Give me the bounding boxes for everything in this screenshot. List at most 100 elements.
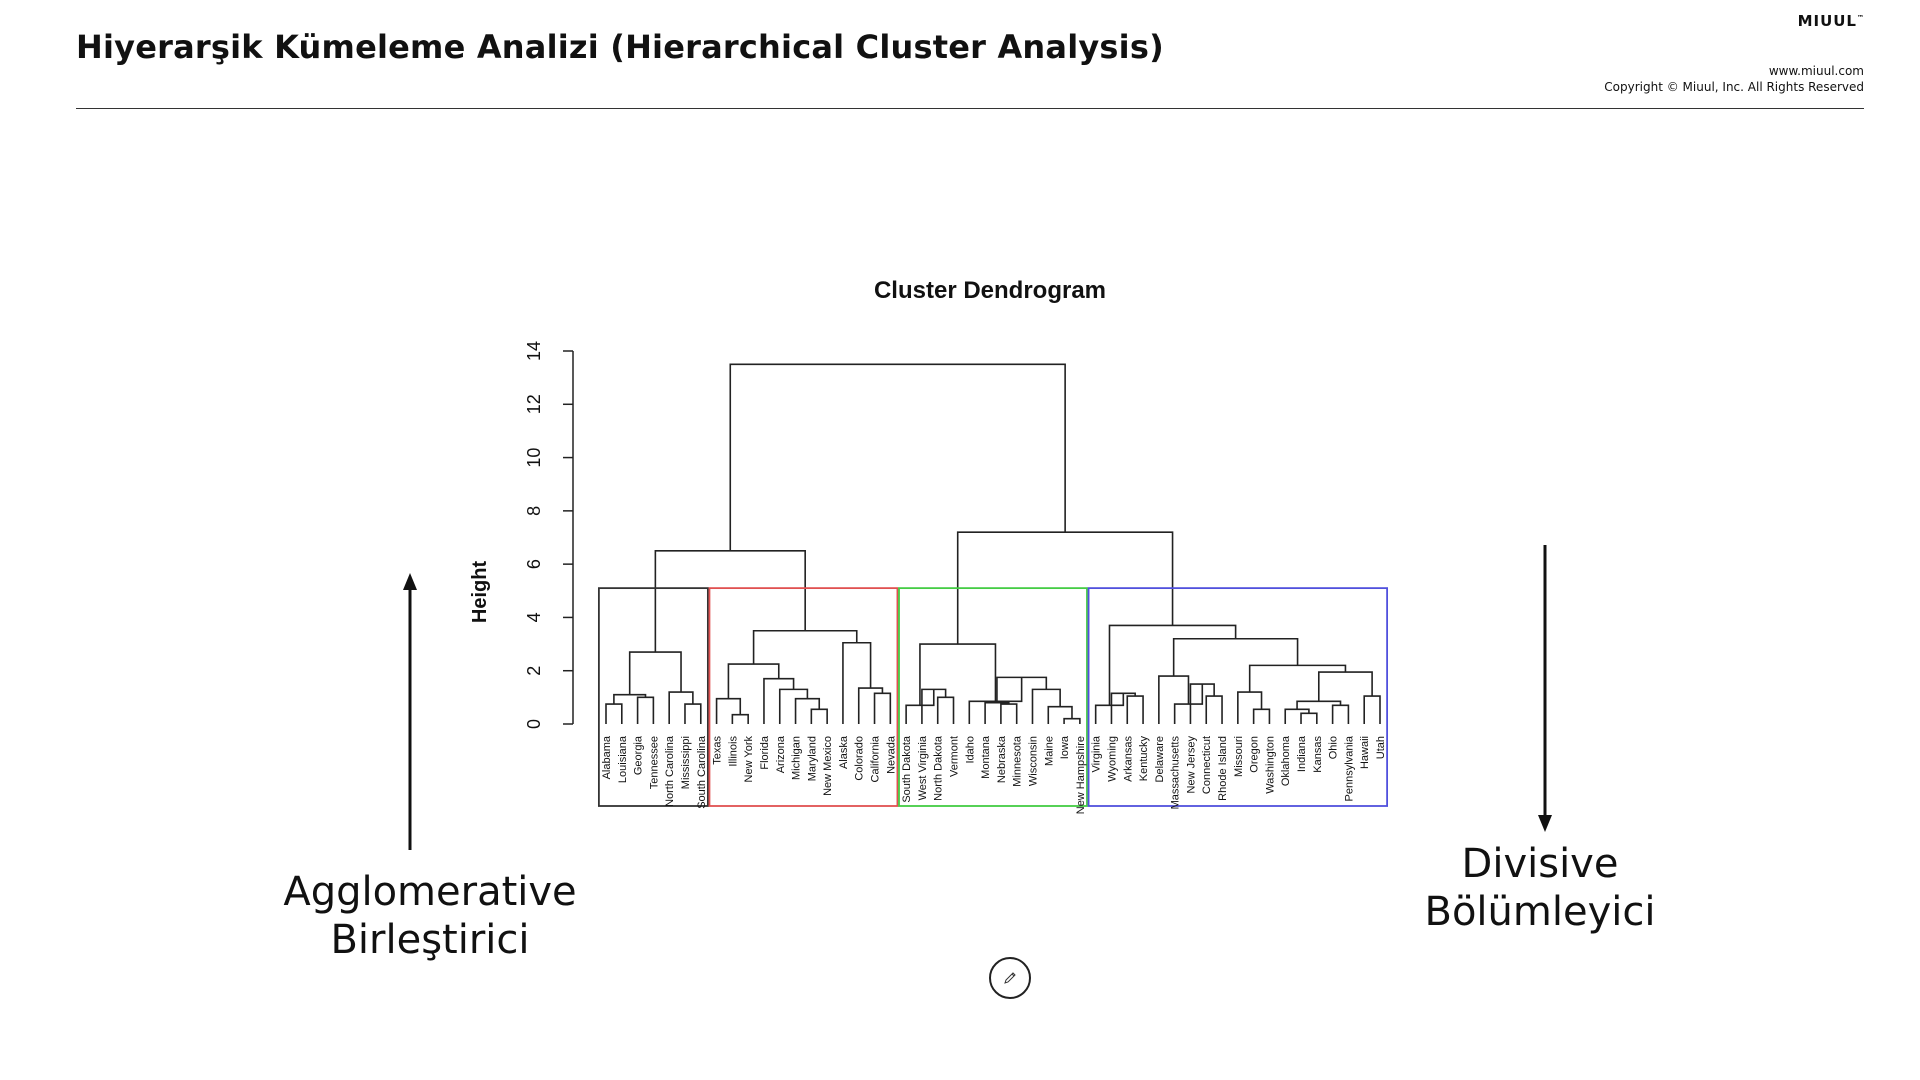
- agglomerative-arrow: [403, 573, 417, 850]
- dendrogram-merge: [1158, 675, 1190, 724]
- dendrogram-merge: [1252, 708, 1271, 724]
- leaf-label: Arkansas: [1122, 736, 1134, 782]
- leaf-label: Vermont: [949, 736, 961, 777]
- leaf-label: South Dakota: [901, 735, 913, 803]
- leaf-label: Connecticut: [1201, 736, 1213, 794]
- pen-icon: [1004, 972, 1016, 984]
- leaf-label: Missouri: [1233, 736, 1245, 777]
- dendrogram-merge: [729, 363, 1066, 551]
- dendrogram-merge: [1296, 700, 1342, 710]
- leaf-label: Alaska: [838, 735, 850, 769]
- dendrogram-merge: [1172, 637, 1299, 677]
- leaf-label: California: [870, 735, 882, 782]
- leaf-label: Delaware: [1154, 736, 1166, 782]
- divisive-label-tr: Bölümleyici: [1424, 889, 1656, 935]
- dendrogram-merge: [936, 696, 955, 724]
- leaf-label: Kansas: [1312, 736, 1324, 773]
- dendrogram-merge: [1237, 691, 1263, 724]
- leaf-label: Oregon: [1249, 736, 1261, 773]
- cluster-box: [1087, 587, 1389, 807]
- agglomerative-label-en: Agglomerative: [283, 869, 577, 915]
- leaf-label: Utah: [1375, 736, 1387, 759]
- y-tick-label: 8: [524, 506, 544, 516]
- leaf-label: Maine: [1043, 736, 1055, 766]
- leaf-label: North Carolina: [664, 735, 676, 807]
- leaf-label: Tennessee: [648, 736, 660, 789]
- leaf-label: Minnesota: [1012, 735, 1024, 787]
- dendrogram-merge: [715, 697, 742, 724]
- dendrogram-merge: [763, 677, 795, 724]
- dendrogram-merge: [1284, 708, 1310, 724]
- leaf-label: Pennsylvania: [1343, 735, 1355, 801]
- cluster-box: [708, 587, 899, 807]
- chart-title: Cluster Dendrogram: [874, 277, 1106, 304]
- dendrogram-merge: [984, 701, 1010, 724]
- dendrogram-merge: [731, 713, 749, 724]
- y-axis: 0 2 4 6 8 10 12 14: [524, 341, 574, 729]
- brand-trademark: ™: [1857, 14, 1864, 22]
- dendrogram-merge: [752, 629, 858, 665]
- header-divider: [76, 108, 1864, 109]
- dendrogram-merge: [684, 703, 702, 724]
- leaf-label: Washington: [1264, 736, 1276, 794]
- brand-logo: MIUUL™: [1798, 12, 1864, 30]
- leaf-label: Oklahoma: [1280, 735, 1292, 786]
- dendrogram-merge: [605, 703, 623, 724]
- leaf-label: Idaho: [964, 736, 976, 764]
- leaf-label: Georgia: [633, 735, 645, 775]
- website-text: www.miuul.com: [1768, 64, 1864, 78]
- dendrogram-merge: [1063, 717, 1081, 724]
- dendrogram-merge: [778, 688, 809, 724]
- dendrogram-merge: [794, 697, 821, 724]
- y-tick-label: 10: [524, 448, 544, 468]
- dendrogram-merge: [1126, 695, 1144, 724]
- leaf-label: Illinois: [727, 736, 739, 767]
- dendrogram-merge: [636, 696, 655, 724]
- leaf-label: Colorado: [854, 736, 866, 781]
- brand-name: MIUUL: [1797, 12, 1857, 30]
- dendrogram-merge: [1300, 712, 1318, 724]
- copyright-text: Copyright © Miuul, Inc. All Rights Reser…: [1604, 80, 1864, 94]
- divisive-arrow: [1538, 545, 1552, 832]
- leaf-label: Hawaii: [1359, 736, 1371, 769]
- leaf-label: New Hampshire: [1075, 736, 1087, 814]
- y-tick-label: 14: [524, 341, 544, 361]
- dendrogram-merge: [1000, 703, 1018, 724]
- y-tick-label: 4: [524, 612, 544, 622]
- dendrogram-merge: [628, 651, 682, 695]
- y-tick-label: 0: [524, 719, 544, 729]
- leaf-label: Wyoming: [1106, 736, 1118, 782]
- leaf-label: Nevada: [885, 735, 897, 774]
- leaf-label: Maryland: [806, 736, 818, 781]
- dendrogram-merge: [727, 663, 780, 699]
- agglomerative-label-tr: Birleştirici: [330, 917, 530, 963]
- leaf-label: Alabama: [601, 735, 613, 779]
- divisive-label: Divisive Bölümleyici: [1380, 840, 1700, 936]
- cluster-box: [597, 587, 709, 807]
- pen-button[interactable]: [989, 957, 1031, 999]
- leaf-label: Ohio: [1328, 736, 1340, 759]
- leaf-label: New Mexico: [822, 736, 834, 796]
- leaf-label: North Dakota: [933, 735, 945, 801]
- dendrogram-merge: [919, 643, 997, 706]
- dendrogram-merge: [1047, 705, 1073, 724]
- cluster-boxes: [597, 587, 1389, 807]
- leaf-label: West Virginia: [917, 735, 929, 800]
- page-title: Hiyerarşik Kümeleme Analizi (Hierarchica…: [76, 28, 1164, 66]
- leaf-label: Massachusetts: [1170, 736, 1182, 810]
- leaf-label: Texas: [712, 736, 724, 765]
- dendrogram-merge: [873, 692, 892, 724]
- y-tick-label: 2: [524, 666, 544, 676]
- leaf-label: Virginia: [1091, 735, 1103, 772]
- dendrogram-merge: [921, 688, 947, 724]
- y-tick-label: 12: [524, 394, 544, 414]
- divisive-label-en: Divisive: [1461, 841, 1619, 887]
- dendrogram-merge: [842, 641, 872, 724]
- dendrogram-merge: [1173, 684, 1204, 724]
- leaf-label: Rhode Island: [1217, 736, 1229, 801]
- leaf-label: New York: [743, 736, 755, 783]
- leaf-label: Iowa: [1059, 735, 1071, 759]
- dendrogram-merge: [1205, 695, 1223, 724]
- leaf-label: Nebraska: [996, 735, 1008, 783]
